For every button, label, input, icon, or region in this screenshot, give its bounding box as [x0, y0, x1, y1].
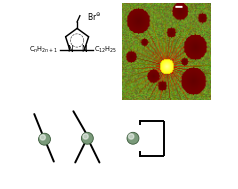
Circle shape	[81, 132, 93, 144]
Circle shape	[127, 132, 139, 144]
Text: N: N	[81, 45, 87, 54]
Circle shape	[83, 134, 88, 139]
Circle shape	[129, 134, 134, 139]
Circle shape	[39, 133, 50, 145]
Circle shape	[40, 135, 45, 140]
Text: Br$^{\ominus}$: Br$^{\ominus}$	[87, 12, 102, 23]
Text: N: N	[67, 45, 73, 54]
Text: C$_n$H$_{2n+1}$: C$_n$H$_{2n+1}$	[29, 45, 58, 55]
Text: C$_{12}$H$_{25}$: C$_{12}$H$_{25}$	[94, 45, 118, 55]
